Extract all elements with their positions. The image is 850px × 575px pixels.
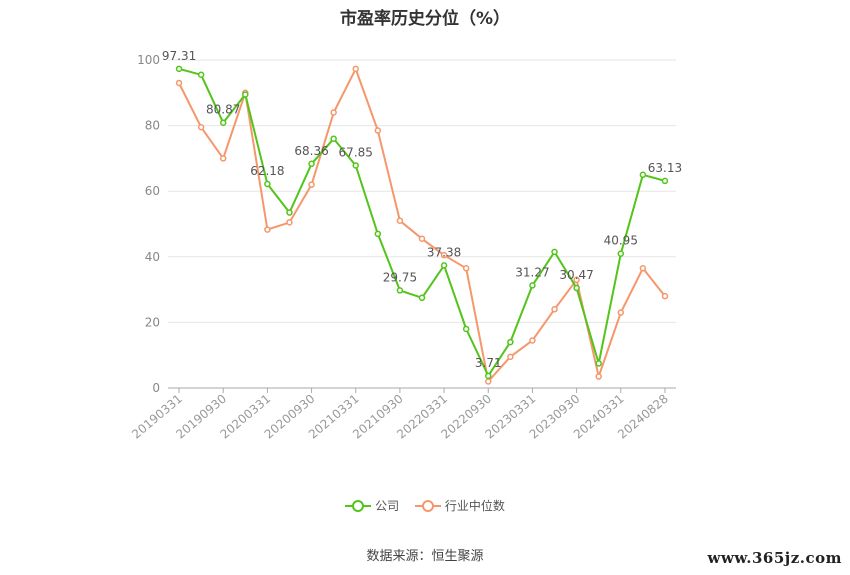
- series-line: [178, 67, 666, 383]
- data-point: [219, 119, 227, 126]
- y-tick-label: 100: [137, 53, 160, 67]
- data-point: [639, 265, 647, 272]
- line-chart: 0204060801002019033120190930202003312020…: [129, 49, 682, 442]
- y-tick-label: 40: [145, 250, 160, 264]
- watermark: www.365jz.com: [707, 549, 842, 567]
- data-label: 31.27: [515, 265, 549, 279]
- data-point: [573, 284, 580, 292]
- data-label: 37.38: [427, 245, 461, 259]
- data-point: [440, 262, 448, 269]
- data-point: [507, 338, 514, 346]
- data-point: [661, 177, 669, 185]
- data-point: [462, 325, 470, 333]
- legend-marker-company: [345, 499, 372, 512]
- legend-label-industry-median: 行业中位数: [444, 499, 505, 513]
- data-point: [507, 353, 514, 361]
- data-label: 62.18: [250, 164, 284, 178]
- data-point: [242, 91, 249, 98]
- data-point: [595, 360, 602, 367]
- data-label: 63.13: [648, 161, 682, 175]
- data-point: [330, 135, 337, 142]
- data-point: [661, 292, 669, 300]
- data-point: [374, 127, 382, 134]
- data-point: [175, 65, 183, 73]
- data-point: [485, 378, 492, 385]
- data-label: 67.85: [339, 145, 373, 159]
- data-point: [462, 265, 470, 272]
- y-tick-label: 0: [152, 381, 160, 395]
- data-label: 40.95: [604, 234, 638, 248]
- y-tick-label: 20: [145, 315, 160, 329]
- data-point: [308, 181, 315, 188]
- data-label: 68.36: [294, 144, 328, 158]
- data-point: [551, 248, 558, 256]
- data-point: [418, 294, 426, 302]
- legend-item-company[interactable]: 公司: [345, 497, 399, 514]
- data-point: [595, 373, 602, 380]
- data-point: [286, 209, 293, 216]
- data-label: 3.71: [475, 356, 502, 370]
- data-point: [197, 123, 205, 131]
- data-point: [418, 235, 426, 243]
- series-line: [178, 67, 666, 377]
- legend-marker-industry-median: [414, 499, 441, 512]
- data-point: [617, 309, 625, 316]
- data-point: [617, 250, 625, 257]
- data-source: 数据来源：恒生聚源: [366, 549, 484, 564]
- legend: 公司 行业中位数: [0, 497, 850, 515]
- data-point: [529, 282, 536, 289]
- data-point: [264, 226, 271, 233]
- data-point: [175, 79, 183, 87]
- data-point: [573, 276, 580, 284]
- data-point: [396, 217, 404, 224]
- data-point: [330, 109, 337, 116]
- data-point: [551, 306, 558, 313]
- y-tick-label: 80: [145, 119, 160, 133]
- data-point: [197, 71, 205, 79]
- data-point: [308, 160, 315, 168]
- data-point: [219, 155, 227, 162]
- legend-item-industry-median[interactable]: 行业中位数: [414, 497, 505, 514]
- data-label: 97.31: [162, 49, 196, 63]
- data-label: 80.87: [206, 103, 240, 117]
- data-label: 29.75: [383, 270, 417, 284]
- data-point: [485, 372, 492, 380]
- data-point: [352, 162, 359, 169]
- data-point: [374, 230, 382, 238]
- data-point: [440, 251, 448, 259]
- data-point: [396, 287, 404, 294]
- data-point: [639, 171, 647, 179]
- data-point: [352, 65, 359, 73]
- chart-title: 市盈率历史分位（%）: [339, 9, 511, 29]
- data-point: [529, 337, 536, 344]
- y-tick-label: 60: [145, 184, 160, 198]
- legend-label-company: 公司: [375, 499, 400, 513]
- data-label: 30.47: [559, 268, 593, 282]
- data-point: [286, 219, 293, 226]
- data-point: [264, 180, 271, 188]
